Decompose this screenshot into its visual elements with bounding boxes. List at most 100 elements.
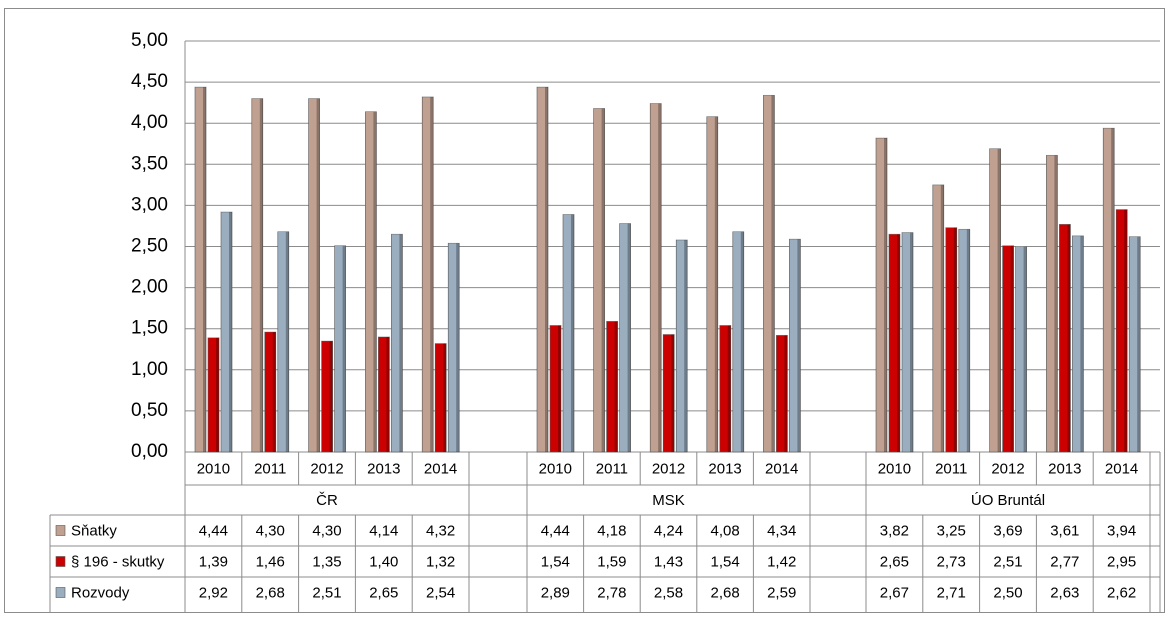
data-label: 2,62 xyxy=(1107,584,1136,601)
bar-0 xyxy=(875,137,888,453)
data-label: 1,54 xyxy=(710,553,739,570)
y-tick-label: 1,50 xyxy=(131,318,168,339)
bar-top xyxy=(1046,153,1058,156)
data-label: 3,61 xyxy=(1050,522,1079,539)
bar-0 xyxy=(421,96,434,453)
bar-top xyxy=(435,341,447,344)
bar-1 xyxy=(207,337,220,453)
data-label: 1,40 xyxy=(369,553,398,570)
bar-top xyxy=(391,232,403,235)
bar-top xyxy=(365,109,377,112)
bar-2 xyxy=(562,214,575,453)
bar-0 xyxy=(706,116,719,453)
bar-0 xyxy=(308,98,320,453)
bar-2 xyxy=(334,245,346,453)
bar-2 xyxy=(1072,235,1084,453)
bar-1 xyxy=(321,340,333,453)
data-label: 2,51 xyxy=(312,584,341,601)
bar-top xyxy=(1059,222,1071,225)
bar-shade xyxy=(373,111,377,452)
bar-shade xyxy=(953,227,957,452)
bar-0 xyxy=(1046,154,1058,453)
bar-0 xyxy=(593,108,605,453)
data-label: 2,77 xyxy=(1050,553,1079,570)
x-tick-label: 2010 xyxy=(878,460,911,477)
bar-1 xyxy=(378,336,390,453)
bar-top xyxy=(277,229,289,232)
bar-top xyxy=(448,241,460,244)
bar-top xyxy=(789,237,801,240)
bar-shade xyxy=(910,232,913,452)
bar-shade xyxy=(285,231,289,452)
bar-shade xyxy=(229,211,232,452)
data-label: 3,25 xyxy=(937,522,966,539)
y-tick-label: 1,00 xyxy=(131,359,168,380)
data-label: 2,78 xyxy=(597,584,626,601)
bar-0 xyxy=(536,86,549,453)
bar-top xyxy=(208,335,219,338)
bar-shade xyxy=(399,234,403,452)
data-label: 3,94 xyxy=(1107,522,1136,539)
bar-shade xyxy=(545,87,548,453)
bar-shade xyxy=(329,341,333,452)
group-label: ČR xyxy=(316,492,338,509)
bar-0 xyxy=(365,111,377,453)
data-label: 4,08 xyxy=(710,522,739,539)
legend-label: Sňatky xyxy=(71,522,117,539)
bar-0 xyxy=(932,184,945,453)
bar-top xyxy=(1072,233,1084,236)
bar-top xyxy=(650,101,662,104)
x-tick-label: 2011 xyxy=(935,460,967,477)
bar-2 xyxy=(1015,246,1027,453)
bar-top xyxy=(1015,244,1027,247)
bar-2 xyxy=(789,238,801,453)
legend-key-0 xyxy=(55,525,66,536)
data-label: 4,30 xyxy=(312,522,341,539)
bar-1 xyxy=(264,331,277,453)
data-label: 1,46 xyxy=(256,553,285,570)
legend-label: § 196 - skutky xyxy=(71,553,165,570)
bar-top xyxy=(378,334,390,337)
data-label: 4,24 xyxy=(654,522,683,539)
bar-1 xyxy=(888,233,901,453)
bar-shade xyxy=(940,184,944,452)
y-tick-label: 4,00 xyxy=(131,112,168,133)
bar-shade xyxy=(571,214,574,452)
bar-shade xyxy=(1010,245,1014,452)
x-tick-label: 2014 xyxy=(424,460,457,477)
bar-top xyxy=(537,85,548,88)
data-label: 1,39 xyxy=(199,553,228,570)
bar-2 xyxy=(619,223,631,453)
bar-top xyxy=(719,323,731,326)
data-label: 2,67 xyxy=(880,584,909,601)
bar-shade xyxy=(614,321,618,452)
bar-2 xyxy=(220,211,233,453)
bar-shade xyxy=(997,148,1001,452)
bar-top xyxy=(606,319,618,322)
bar-shade xyxy=(342,245,346,452)
bar-1 xyxy=(719,325,732,453)
data-label: 2,73 xyxy=(937,553,966,570)
x-tick-label: 2014 xyxy=(765,460,798,477)
y-tick-label: 2,50 xyxy=(131,236,168,257)
y-tick-label: 3,50 xyxy=(131,153,168,174)
bar-1 xyxy=(776,334,788,453)
bar-top xyxy=(334,243,346,246)
bar-shade xyxy=(203,87,206,453)
bar-shade xyxy=(966,229,970,452)
bar-shade xyxy=(771,95,775,452)
bar-shade xyxy=(430,96,434,452)
data-label: 2,68 xyxy=(710,584,739,601)
y-tick-label: 4,50 xyxy=(131,71,168,92)
y-tick-label: 2,00 xyxy=(131,277,168,298)
bar-top xyxy=(422,94,434,97)
bar-top xyxy=(321,339,333,342)
bar-2 xyxy=(447,242,460,453)
bar-shade xyxy=(1137,236,1141,452)
group-label: MSK xyxy=(652,492,685,509)
x-tick-label: 2010 xyxy=(539,460,572,477)
bar-shade xyxy=(1124,209,1128,452)
bar-top xyxy=(732,229,744,232)
